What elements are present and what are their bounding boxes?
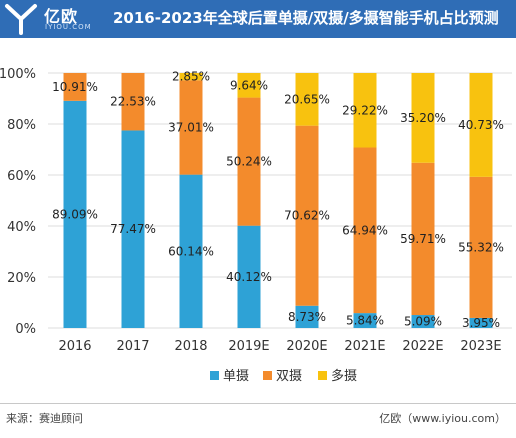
y-tick-label: 0% bbox=[15, 322, 36, 337]
bar-segment bbox=[353, 313, 377, 328]
bar-segment bbox=[469, 176, 493, 318]
x-tick-label: 2020E bbox=[286, 339, 327, 354]
data-label: 2.85% bbox=[172, 70, 210, 84]
data-label: 35.20% bbox=[400, 111, 446, 125]
chart-title: 2016-2023年全球后置单摄/双摄/多摄智能手机占比预测 bbox=[113, 9, 499, 27]
x-tick-label: 2022E bbox=[402, 339, 443, 354]
data-label: 9.64% bbox=[230, 78, 268, 92]
data-label: 29.22% bbox=[342, 103, 388, 117]
bar-segment bbox=[179, 80, 203, 175]
data-label: 3.95% bbox=[462, 316, 500, 330]
bar-segment bbox=[469, 73, 493, 177]
legend-swatch bbox=[318, 371, 327, 380]
x-tick-label: 2017 bbox=[116, 339, 149, 354]
y-tick-label: 80% bbox=[7, 118, 36, 133]
legend-swatch bbox=[210, 371, 219, 380]
data-label: 5.84% bbox=[346, 314, 384, 328]
bar-segment bbox=[237, 225, 261, 328]
legend-label: 多摄 bbox=[331, 368, 357, 384]
bar-segment bbox=[237, 73, 261, 98]
y-tick-label: 100% bbox=[0, 67, 36, 82]
x-tick-label: 2016 bbox=[58, 339, 91, 354]
source-note: 来源：赛迪顾问 bbox=[6, 412, 83, 425]
data-label: 40.12% bbox=[226, 270, 272, 284]
legend-swatch bbox=[263, 371, 272, 380]
data-label: 5.09% bbox=[404, 315, 442, 329]
bar-segment bbox=[237, 97, 261, 226]
legend-label: 单摄 bbox=[223, 369, 249, 384]
bar-segment bbox=[411, 315, 435, 328]
data-label: 70.62% bbox=[284, 209, 330, 223]
x-tick-label: 2019E bbox=[228, 339, 269, 354]
stacked-bar-chart: 0% 20% 40% 60% 80% 100% 89.09% 10.91% 2016 77.47%… bbox=[0, 67, 512, 384]
data-label: 59.71% bbox=[400, 232, 446, 246]
bar-segment bbox=[295, 125, 319, 306]
data-label: 60.14% bbox=[168, 244, 214, 258]
data-label: 50.24% bbox=[226, 155, 272, 169]
bar-segment bbox=[411, 162, 435, 316]
brand-sub: IYIOU.COM bbox=[45, 23, 92, 31]
data-label: 64.94% bbox=[342, 223, 388, 237]
x-tick-label: 2023E bbox=[460, 339, 501, 354]
bar-segment bbox=[353, 147, 377, 314]
data-label: 77.47% bbox=[110, 222, 156, 236]
data-label: 20.65% bbox=[284, 92, 330, 106]
bar-segment bbox=[469, 317, 493, 328]
legend-label: 双摄 bbox=[276, 369, 302, 384]
data-label: 40.73% bbox=[458, 118, 504, 132]
bar-segment bbox=[63, 100, 87, 328]
x-tick-label: 2021E bbox=[344, 339, 385, 354]
data-label: 8.73% bbox=[288, 310, 326, 324]
data-label: 37.01% bbox=[168, 120, 214, 134]
footer-divider bbox=[0, 403, 516, 404]
y-tick-label: 60% bbox=[7, 169, 36, 184]
y-tick-label: 20% bbox=[7, 271, 36, 286]
credit-note: 亿欧（www.iyiou.com） bbox=[379, 412, 506, 425]
bar-segment bbox=[295, 305, 319, 328]
brand-name: 亿欧 bbox=[44, 7, 79, 26]
data-label: 89.09% bbox=[52, 207, 98, 221]
x-tick-label: 2018 bbox=[174, 339, 207, 354]
bar-segment bbox=[179, 174, 203, 328]
data-label: 22.53% bbox=[110, 95, 156, 109]
bar-segment bbox=[411, 73, 435, 163]
data-label: 10.91% bbox=[52, 80, 98, 94]
bar-segment bbox=[295, 73, 319, 126]
bar-segment bbox=[353, 73, 377, 148]
header-bar: 亿欧 IYIOU.COM 2016-2023年全球后置单摄/双摄/多摄智能手机占… bbox=[0, 0, 516, 38]
bar-segment bbox=[179, 73, 203, 81]
logo-icon bbox=[5, 4, 37, 35]
bar-segment bbox=[121, 130, 145, 328]
y-tick-label: 40% bbox=[7, 220, 36, 235]
bar-segment bbox=[121, 73, 145, 131]
data-label: 55.32% bbox=[458, 240, 504, 254]
bar-segment bbox=[63, 73, 87, 101]
